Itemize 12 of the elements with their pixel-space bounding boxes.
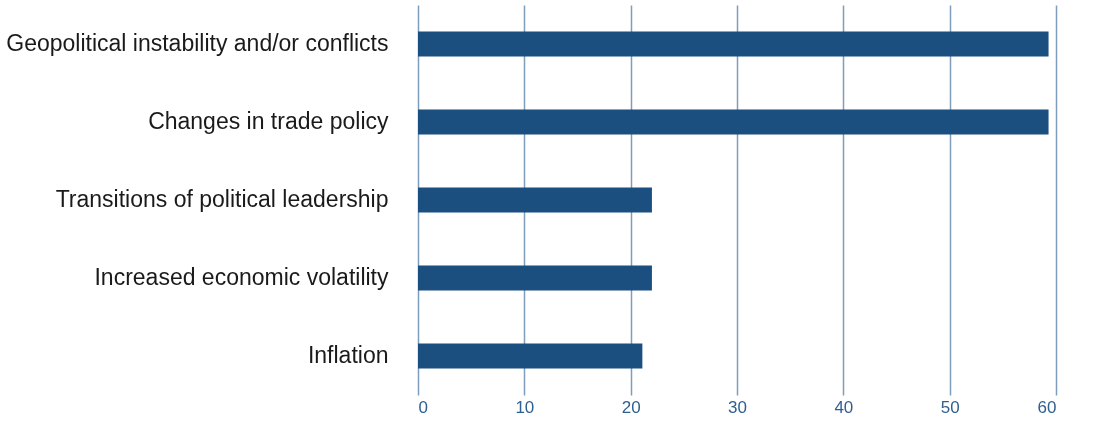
y-tick-label: Changes in trade policy bbox=[148, 108, 389, 134]
y-tick-label: Increased economic volatility bbox=[94, 264, 389, 290]
x-tick-label: 0 bbox=[418, 397, 428, 417]
x-tick-label: 40 bbox=[834, 397, 854, 417]
y-tick-label: Transitions of political leadership bbox=[55, 186, 389, 212]
y-tick-label: Geopolitical instability and/or conflicts bbox=[6, 30, 389, 56]
y-tick-label: Inflation bbox=[307, 342, 389, 368]
x-tick-label: 20 bbox=[621, 397, 641, 417]
x-tick-label: 10 bbox=[515, 397, 535, 417]
x-tick-label: 30 bbox=[728, 397, 747, 417]
x-tick-label: 60 bbox=[1037, 397, 1057, 417]
x-tick-label: 50 bbox=[940, 397, 960, 417]
